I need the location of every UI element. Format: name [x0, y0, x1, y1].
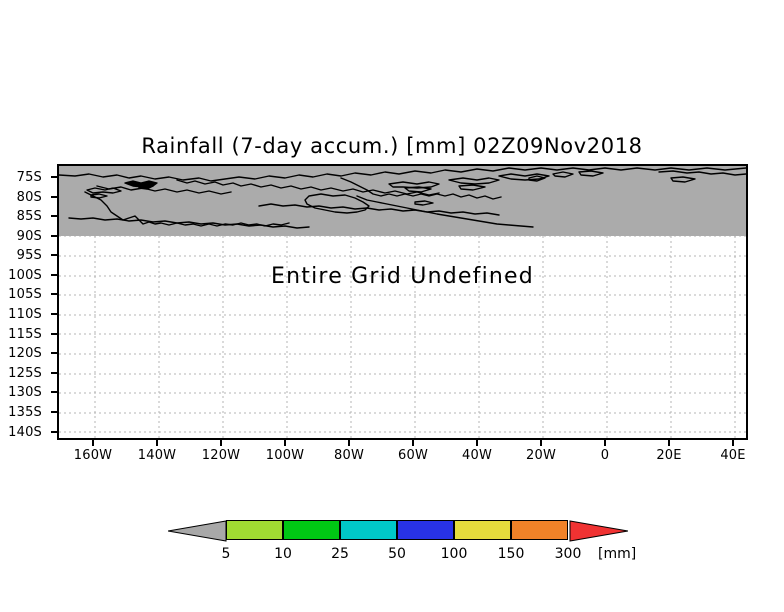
y-axis-label-135S: 135S: [8, 405, 42, 420]
y-axis-label-90S: 90S: [16, 229, 42, 244]
x-axis-tick-40E: [732, 440, 734, 446]
y-axis-tick-140S: [51, 431, 57, 433]
colorbar-tick-50: 50: [388, 546, 406, 562]
x-axis-label-120W: 120W: [201, 448, 241, 463]
x-axis-tick-140W: [156, 440, 158, 446]
map-plot-area: Entire Grid Undefined: [57, 164, 748, 440]
x-axis-tick-120W: [220, 440, 222, 446]
y-axis-tick-135S: [51, 411, 57, 413]
y-axis-tick-95S: [51, 254, 57, 256]
y-axis-label-100S: 100S: [8, 268, 42, 283]
x-axis-label-20E: 20E: [656, 448, 682, 463]
y-axis-label-95S: 95S: [16, 248, 42, 263]
y-axis-label-140S: 140S: [8, 425, 42, 440]
y-axis-label-125S: 125S: [8, 366, 42, 381]
y-axis-tick-75S: [51, 176, 57, 178]
y-axis-tick-85S: [51, 215, 57, 217]
entire-grid-undefined-message: Entire Grid Undefined: [271, 264, 534, 289]
x-axis-label-40E: 40E: [720, 448, 746, 463]
x-axis-tick-80W: [348, 440, 350, 446]
y-axis-tick-80S: [51, 196, 57, 198]
colorbar-tick-10: 10: [274, 546, 292, 562]
y-axis-tick-130S: [51, 391, 57, 393]
y-axis-label-115S: 115S: [8, 327, 42, 342]
colorbar-right-arrow: [569, 520, 628, 542]
y-axis-tick-115S: [51, 333, 57, 335]
y-axis-tick-125S: [51, 372, 57, 374]
colorbar-tick-100: 100: [440, 546, 468, 562]
x-axis-label-80W: 80W: [334, 448, 364, 463]
y-axis-label-75S: 75S: [16, 170, 42, 185]
y-axis-tick-105S: [51, 293, 57, 295]
y-axis-label-80S: 80S: [16, 190, 42, 205]
y-axis-label-85S: 85S: [16, 209, 42, 224]
x-axis-tick-20W: [540, 440, 542, 446]
x-axis-label-40W: 40W: [462, 448, 492, 463]
x-axis-tick-20E: [668, 440, 670, 446]
x-axis-tick-40W: [476, 440, 478, 446]
page-title: Rainfall (7-day accum.) [mm] 02Z09Nov201…: [141, 134, 643, 158]
y-axis-tick-90S: [51, 235, 57, 237]
x-axis-label-20W: 20W: [526, 448, 556, 463]
x-axis-label-0: 0: [600, 448, 610, 463]
coastline-overlay: [59, 167, 746, 229]
x-axis-tick-0: [604, 440, 606, 446]
colorbar-tick-5: 5: [221, 546, 231, 562]
y-axis-tick-120S: [51, 352, 57, 354]
colorbar-segment-50-100: [397, 520, 454, 540]
colorbar-tick-150: 150: [497, 546, 525, 562]
colorbar-segment-100-150: [454, 520, 511, 540]
y-axis-label-130S: 130S: [8, 385, 42, 400]
y-axis-tick-100S: [51, 274, 57, 276]
x-axis-tick-100W: [284, 440, 286, 446]
y-axis-tick-110S: [51, 313, 57, 315]
x-axis-tick-160W: [92, 440, 94, 446]
colorbar-units-label: [mm]: [598, 546, 637, 562]
y-axis-label-120S: 120S: [8, 346, 42, 361]
colorbar-segment-25-50: [340, 520, 397, 540]
x-axis-label-160W: 160W: [73, 448, 113, 463]
colorbar-segment-150-300: [511, 520, 568, 540]
x-axis-tick-60W: [412, 440, 414, 446]
colorbar-left-arrow: [168, 520, 227, 542]
y-axis-label-110S: 110S: [8, 307, 42, 322]
colorbar-segment-10-25: [283, 520, 340, 540]
x-axis-label-140W: 140W: [137, 448, 177, 463]
y-axis-label-105S: 105S: [8, 287, 42, 302]
colorbar-legend: 5 10 25 50 100 150 300 [mm]: [0, 520, 784, 570]
x-axis-label-100W: 100W: [265, 448, 305, 463]
colorbar-segment-5-10: [226, 520, 283, 540]
x-axis-label-60W: 60W: [398, 448, 428, 463]
colorbar-tick-300: 300: [554, 546, 582, 562]
colorbar-tick-25: 25: [331, 546, 349, 562]
